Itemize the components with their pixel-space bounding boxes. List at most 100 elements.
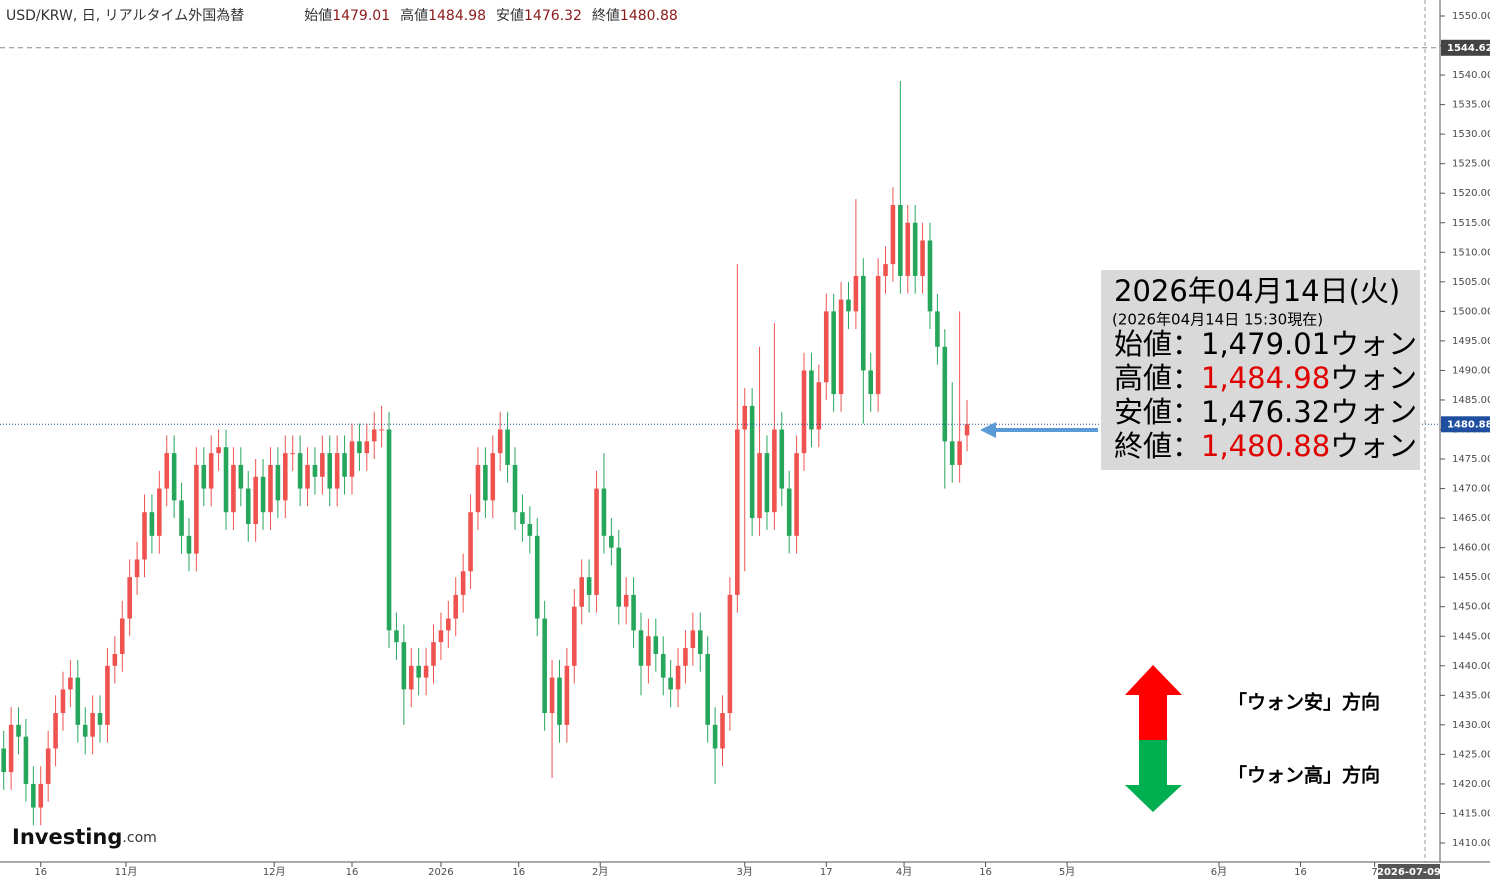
y-tick-label: 1430.00	[1452, 720, 1490, 731]
x-tick-label: 5月	[1059, 866, 1075, 878]
candle-body	[735, 429, 740, 595]
y-tick-label: 1485.00	[1452, 395, 1490, 406]
candle-body	[905, 222, 911, 276]
candle-body	[949, 441, 955, 465]
candle-body	[216, 447, 221, 454]
candle-body	[475, 464, 481, 513]
y-tick-label: 1540.00	[1452, 70, 1490, 81]
candle-body	[297, 453, 303, 489]
pointer-arrow-head	[980, 422, 996, 438]
candle-body	[549, 677, 555, 714]
candle-body	[208, 453, 214, 489]
y-tick-label: 1510.00	[1452, 247, 1490, 258]
y-tick-label: 1475.00	[1452, 454, 1490, 465]
legend-up: 「ウォン安」方向	[1228, 691, 1380, 714]
y-tick-label: 1530.00	[1452, 129, 1490, 140]
candle-body	[505, 429, 510, 465]
x-end-label: 2026-07-09	[1377, 867, 1441, 878]
info-value: 1,480.88	[1201, 429, 1330, 463]
candle-body	[638, 630, 644, 666]
logo-suffix: .com	[122, 830, 156, 846]
candle-body	[112, 653, 118, 666]
y-tick-label: 1490.00	[1452, 365, 1490, 376]
candle-body	[520, 512, 525, 525]
x-tick-label: 12月	[263, 866, 286, 878]
candle-body	[38, 783, 44, 808]
candle-body	[238, 464, 244, 489]
header-close-label: 終値	[592, 8, 620, 24]
y-tick-label: 1535.00	[1452, 100, 1490, 111]
candle-body	[623, 594, 629, 607]
candle-body	[831, 311, 836, 395]
candle-body	[853, 275, 859, 312]
candle-body	[349, 441, 355, 477]
candle-body	[942, 346, 948, 442]
candle-body	[186, 535, 192, 554]
info-label: 始値：	[1114, 327, 1201, 361]
candle-body	[557, 677, 562, 725]
candle-body	[327, 453, 333, 489]
candle-body	[786, 488, 792, 536]
down-arrow	[1125, 740, 1182, 812]
y-tick-label: 1505.00	[1452, 277, 1490, 288]
candle-body	[935, 311, 940, 347]
candle-body	[431, 642, 436, 666]
candle-body	[868, 370, 874, 395]
candle-body	[468, 512, 473, 572]
y-tick-label: 1460.00	[1452, 543, 1490, 554]
candle-body	[801, 370, 807, 454]
y-tick-label: 1500.00	[1452, 306, 1490, 317]
candle-body	[898, 205, 903, 276]
candle-body	[290, 453, 296, 455]
y-tick-label: 1435.00	[1452, 690, 1490, 701]
candle-body	[460, 571, 466, 595]
header-low: 1476.32	[524, 8, 582, 24]
candle-body	[305, 464, 310, 489]
candle-body	[742, 405, 748, 430]
candle-body	[683, 648, 688, 666]
info-value: 1,476.32	[1201, 395, 1330, 429]
candle-body	[646, 636, 651, 666]
candle-body	[631, 594, 636, 631]
candle-body	[157, 488, 162, 536]
candle-body	[809, 370, 814, 430]
candle-body	[75, 677, 81, 725]
candle-body	[749, 405, 755, 519]
info-label: 終値：	[1114, 429, 1201, 463]
candle-body	[401, 642, 407, 690]
candle-body	[371, 429, 377, 442]
candle-body	[927, 240, 933, 312]
candle-body	[179, 500, 184, 536]
candle-body	[838, 299, 844, 395]
candle-body	[534, 535, 540, 619]
candle-body	[890, 205, 896, 265]
last-price-bg	[1441, 416, 1490, 433]
candle-body	[164, 453, 170, 489]
header: USD/KRW, 日, リアルタイム外国為替 始値1479.01 高値1484.98…	[6, 7, 678, 24]
candle-body	[134, 559, 140, 578]
y-tick-label: 1470.00	[1452, 484, 1490, 495]
candle-body	[231, 464, 236, 513]
candle-body	[616, 547, 622, 607]
info-unit: ウォン	[1330, 327, 1417, 361]
candle-body	[408, 665, 414, 690]
header-open-label: 始値	[304, 8, 332, 24]
candle-body	[912, 222, 918, 276]
candle-body	[334, 453, 340, 489]
header-high: 1484.98	[428, 8, 486, 24]
y-tick-label: 1425.00	[1452, 749, 1490, 760]
candle-body	[23, 736, 29, 784]
candle-body	[846, 299, 851, 312]
candle-body	[794, 453, 799, 536]
plot	[0, 80, 1440, 826]
candle-body	[720, 713, 725, 749]
legend-down: 「ウォン高」方向	[1228, 764, 1380, 787]
info-label: 高値：	[1114, 361, 1201, 395]
candle-body	[119, 618, 125, 654]
x-tick-label: 4月	[896, 866, 912, 878]
candle-body	[8, 724, 14, 773]
candle-body	[253, 476, 258, 525]
candle-body	[342, 453, 347, 477]
candle-body	[149, 512, 155, 536]
